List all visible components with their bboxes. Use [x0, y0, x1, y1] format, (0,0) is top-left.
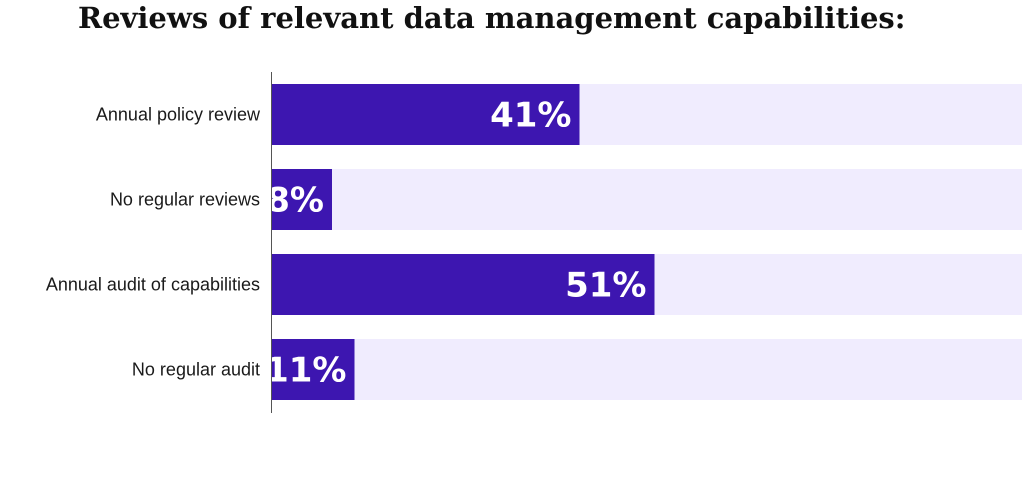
chart-title: Reviews of relevant data management capa… [78, 1, 906, 35]
bar [272, 339, 355, 400]
bar [272, 254, 655, 315]
value-label: 8% [266, 181, 324, 221]
category-label: Annual policy review [96, 105, 261, 125]
category-label: Annual audit of capabilities [46, 275, 260, 295]
category-label: No regular audit [132, 360, 260, 380]
category-label: No regular reviews [110, 190, 260, 210]
bar [272, 169, 332, 230]
value-label: 11% [265, 351, 346, 391]
value-label: 41% [490, 96, 571, 136]
value-label: 51% [565, 266, 646, 306]
bar-track [272, 169, 1022, 230]
bar [272, 84, 580, 145]
bar-track [272, 339, 1022, 400]
